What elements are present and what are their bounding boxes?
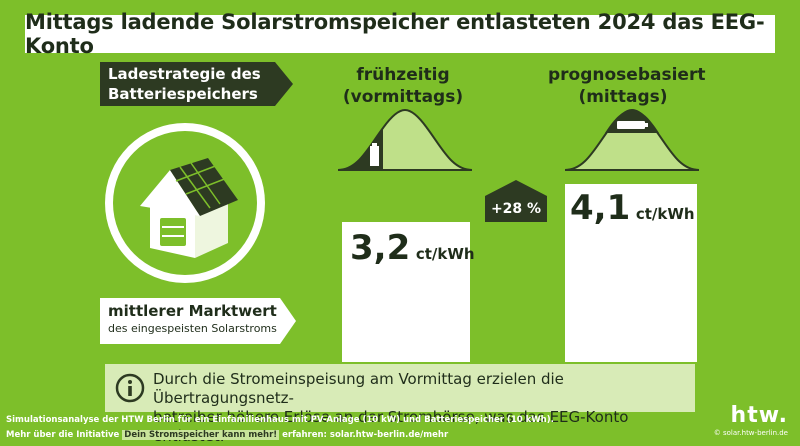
htw-logo: htw.	[730, 403, 788, 428]
market-value-label-line2: des eingespeisten Solarstroms	[108, 322, 277, 335]
value-forecast-unit: ct/kWh	[635, 205, 695, 223]
column-head-forecast-line1: prognosebasiert	[548, 65, 706, 85]
brand-url: © solar.htw-berlin.de	[713, 429, 788, 437]
info-icon	[115, 373, 145, 403]
bar-forecast	[565, 184, 697, 362]
strategy-arrow	[275, 62, 293, 106]
market-value-label: mittlerer Marktwert des eingespeisten So…	[100, 298, 280, 344]
column-head-forecast-line2: (mittags)	[578, 87, 668, 107]
column-head-early-line2: (vormittags)	[342, 87, 464, 107]
info-line1: Durch die Stromeinspeisung am Vormittag …	[153, 370, 564, 407]
brand: htw. © solar.htw-berlin.de	[714, 405, 788, 439]
value-early-number: 3,2	[350, 228, 411, 268]
column-head-early-line1: frühzeitig	[356, 65, 450, 85]
footer-line2-post: erfahren: solar.htw-berlin.de/mehr	[282, 430, 449, 440]
increase-arrow-icon	[485, 180, 547, 196]
strategy-label: Ladestrategie des Batteriespeichers	[100, 62, 275, 106]
strategy-label-line2: Batteriespeichers	[108, 85, 258, 103]
value-forecast: 4,1 ct/kWh	[570, 188, 695, 228]
value-forecast-number: 4,1	[570, 188, 631, 228]
house-battery-icon	[105, 123, 265, 283]
footer-line2-pre: Mehr über die Initiative	[6, 430, 120, 440]
page-title: Mittags ladende Solarstromspeicher entla…	[25, 10, 765, 58]
footer-line1: Simulationsanalyse der HTW Berlin für ei…	[6, 415, 554, 425]
column-head-forecast: prognosebasiert (mittags)	[548, 64, 706, 108]
pv-curve-forecast-icon	[565, 108, 699, 171]
market-value-label-line1: mittlerer Marktwert	[108, 302, 277, 320]
value-early: 3,2 ct/kWh	[350, 228, 475, 268]
footer-line2: Mehr über die Initiative Dein Stromspeic…	[6, 428, 448, 442]
info-box: Durch die Stromeinspeisung am Vormittag …	[105, 364, 695, 445]
increase-badge: +28 %	[485, 196, 547, 222]
title-banner: Mittags ladende Solarstromspeicher entla…	[25, 10, 775, 58]
market-value-arrow	[280, 298, 296, 344]
strategy-label-line1: Ladestrategie des	[108, 65, 261, 83]
pv-curve-early-icon	[338, 108, 472, 171]
bar-early	[342, 222, 470, 362]
column-head-early: frühzeitig (vormittags)	[338, 64, 468, 108]
value-early-unit: ct/kWh	[415, 245, 475, 263]
initiative-link[interactable]: Dein Stromspeicher kann mehr!	[122, 430, 280, 440]
